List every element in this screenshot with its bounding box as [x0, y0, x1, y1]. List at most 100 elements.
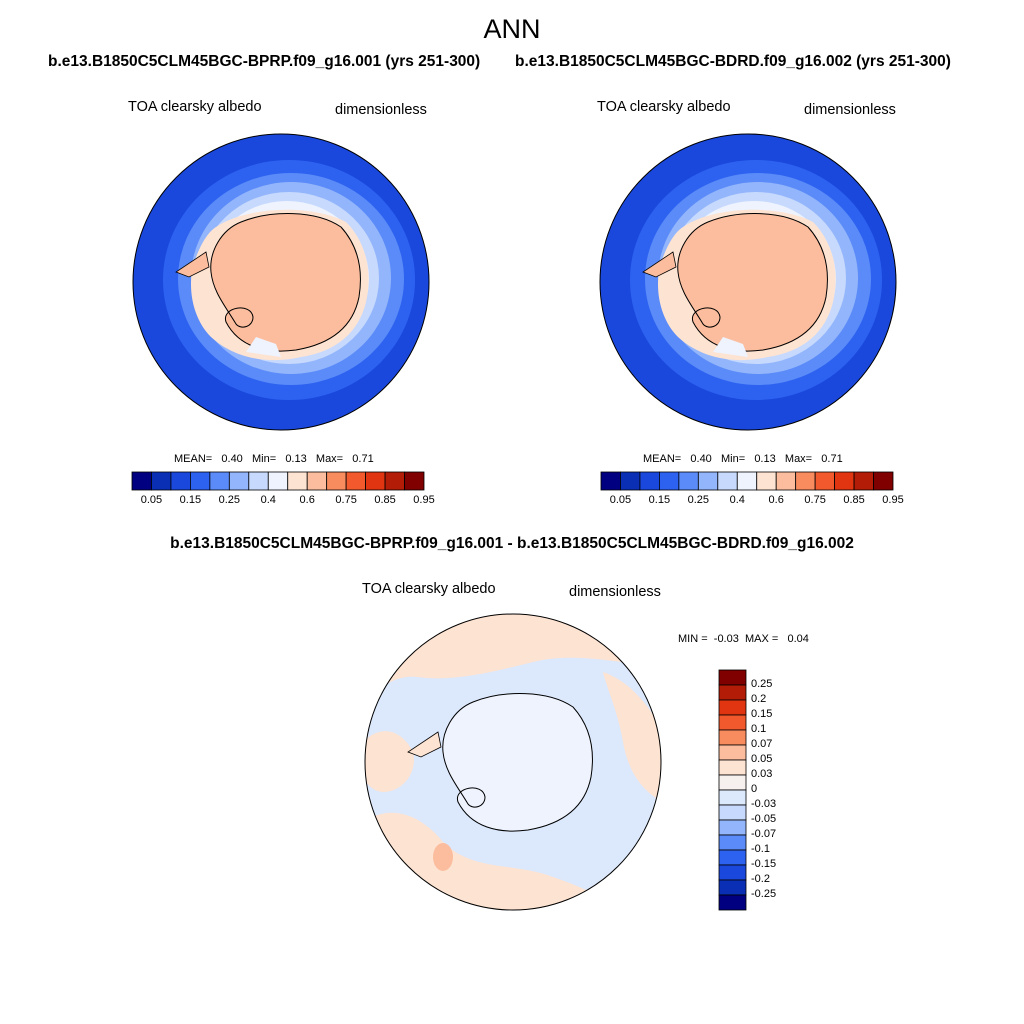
panel2-colorbar-cell — [814, 471, 835, 491]
map1-peninsula — [175, 251, 210, 278]
panel1-colorbar-cell — [306, 471, 328, 491]
panel3-colorbar-tick-label: -0.2 — [751, 873, 770, 885]
panel2-variable-label: TOA clearsky albedo — [597, 99, 731, 115]
map3-peninsula — [407, 731, 442, 758]
map2-peninsula — [642, 251, 677, 278]
panel3-colorbar-cell — [718, 879, 747, 896]
panel3-colorbar — [718, 669, 747, 911]
panel2-max-label: Max= — [784, 453, 813, 465]
panel3-min-value: -0.03 — [713, 633, 739, 645]
map1-antarctica — [210, 213, 361, 352]
panel3-colorbar-cell — [718, 729, 747, 746]
panel2-colorbar-cell — [620, 471, 641, 491]
panel3-colorbar-tick-label: 0.1 — [751, 723, 767, 735]
panel3-colorbar-cell — [718, 864, 747, 881]
panel1-colorbar-cell — [326, 471, 347, 491]
panel3-colorbar-cell — [718, 744, 747, 761]
panel3-colorbar-cell — [718, 819, 747, 836]
panel1-colorbar-cell — [267, 471, 289, 491]
panel1-colorbar-cell — [365, 471, 386, 491]
panel2-colorbar-cell — [775, 471, 797, 491]
panel3-colorbar-cell — [718, 774, 747, 791]
panel2-min-value: 0.13 — [754, 453, 776, 465]
panel1-colorbar — [131, 471, 425, 491]
map3-positive-spot — [433, 843, 453, 871]
panel1-colorbar-cell — [209, 471, 230, 491]
panel3-colorbar-cell — [718, 834, 747, 851]
panel3-colorbar-cell — [718, 759, 747, 776]
panel3-colorbar-tick-label: -0.15 — [751, 858, 777, 870]
panel2-colorbar-cell — [678, 471, 699, 491]
panel1-colorbar-cell — [345, 471, 366, 491]
panel2-colorbar — [600, 471, 894, 491]
map1-ross-sea — [246, 337, 281, 357]
panel3-colorbar-cell — [718, 849, 747, 866]
case1-title: b.e13.B1850C5CLM45BGC-BPRP.f09_g16.001 (… — [48, 53, 481, 70]
panel1-colorbar-tick-label: 0.75 — [335, 494, 357, 506]
case2-title: b.e13.B1850C5CLM45BGC-BDRD.f09_g16.002 (… — [515, 53, 951, 70]
panel1-colorbar-tick-label: 0.15 — [179, 494, 202, 506]
panel3-min-label: MIN = — [678, 633, 708, 645]
panel2-colorbar-cell — [697, 471, 719, 491]
panel1-colorbar-cell — [190, 471, 211, 491]
panel2-colorbar-tick-label: 0.4 — [729, 494, 745, 506]
panel1-colorbar-cell — [170, 471, 191, 491]
panel3-colorbar-tick-label: -0.03 — [751, 798, 777, 810]
panel2-colorbar-cell — [736, 471, 758, 491]
panel3-colorbar-tick-label: 0.15 — [751, 708, 773, 720]
panel2-colorbar-tick-label: 0.05 — [609, 494, 632, 506]
panel2-colorbar-cell — [873, 471, 894, 491]
panel3-colorbar-tick-label: -0.05 — [751, 813, 777, 825]
panel1-colorbar-tick-label: 0.95 — [413, 494, 435, 506]
panel3-colorbar-cell — [718, 804, 747, 821]
panel2-colorbar-cell — [834, 471, 855, 491]
panel1-colorbar-tick-label: 0.05 — [140, 494, 163, 506]
panel2-colorbar-cell — [639, 471, 660, 491]
map3-region-north — [365, 614, 661, 707]
map2-antarctica — [677, 213, 828, 352]
panel2-colorbar-tick-label: 0.6 — [768, 494, 784, 506]
panel3-units-label: dimensionless — [569, 584, 661, 600]
panel1-colorbar-cell — [404, 471, 425, 491]
panel2-colorbar-cell — [600, 471, 621, 491]
panel2-colorbar-tick-label: 0.85 — [843, 494, 865, 506]
panel1-colorbar-tick-label: 0.6 — [299, 494, 315, 506]
panel1-min-label: Min= — [251, 453, 277, 465]
panel1-colorbar-tick-label: 0.25 — [218, 494, 241, 506]
panel3-colorbar-tick-label: 0.25 — [751, 678, 773, 690]
panel2-colorbar-cell — [659, 471, 680, 491]
panel1-mean-label: MEAN= — [174, 453, 213, 465]
panel3-colorbar-tick-label: -0.1 — [751, 843, 770, 855]
panel1-colorbar-cell — [384, 471, 405, 491]
panel3-max-value: 0.04 — [787, 633, 809, 645]
panel2-max-value: 0.71 — [821, 453, 843, 465]
panel1-colorbar-cell — [131, 471, 152, 491]
panel3-colorbar-cell — [718, 894, 747, 911]
panel2-polar-map — [599, 133, 897, 431]
panel1-colorbar-tick-label: 0.4 — [260, 494, 276, 506]
panel3-colorbar-tick-label: 0.2 — [751, 693, 767, 705]
panel3-stats: MIN = -0.03 MAX = 0.04 — [678, 633, 809, 645]
panel1-colorbar-cell — [151, 471, 172, 491]
panel3-colorbar-tick-label: 0.03 — [751, 768, 773, 780]
map3-region-east — [603, 672, 661, 802]
panel1-polar-map — [132, 133, 430, 431]
panel3-colorbar-cell — [718, 669, 747, 686]
panel3-colorbar-tick-label: 0 — [751, 783, 758, 795]
panel2-colorbar-cell — [853, 471, 874, 491]
panel2-colorbar-tick-label: 0.75 — [804, 494, 826, 506]
panel2-colorbar-cell — [756, 471, 777, 491]
panel1-colorbar-cell — [228, 471, 250, 491]
panel3-colorbar-tick-label: -0.25 — [751, 888, 777, 900]
panel1-mean-value: 0.40 — [221, 453, 243, 465]
panel1-stats: MEAN= 0.40 Min= 0.13 Max= 0.71 — [174, 453, 374, 465]
panel2-mean-value: 0.40 — [690, 453, 712, 465]
map2-ross-sea — [713, 337, 748, 357]
panel1-max-label: Max= — [315, 453, 344, 465]
panel2-colorbar-tick-label: 0.15 — [648, 494, 671, 506]
panel1-colorbar-tick-label: 0.85 — [374, 494, 396, 506]
panel2-mean-label: MEAN= — [643, 453, 682, 465]
panel2-stats: MEAN= 0.40 Min= 0.13 Max= 0.71 — [643, 453, 843, 465]
panel3-colorbar-cell — [718, 714, 747, 731]
panel3-variable-label: TOA clearsky albedo — [362, 581, 496, 597]
